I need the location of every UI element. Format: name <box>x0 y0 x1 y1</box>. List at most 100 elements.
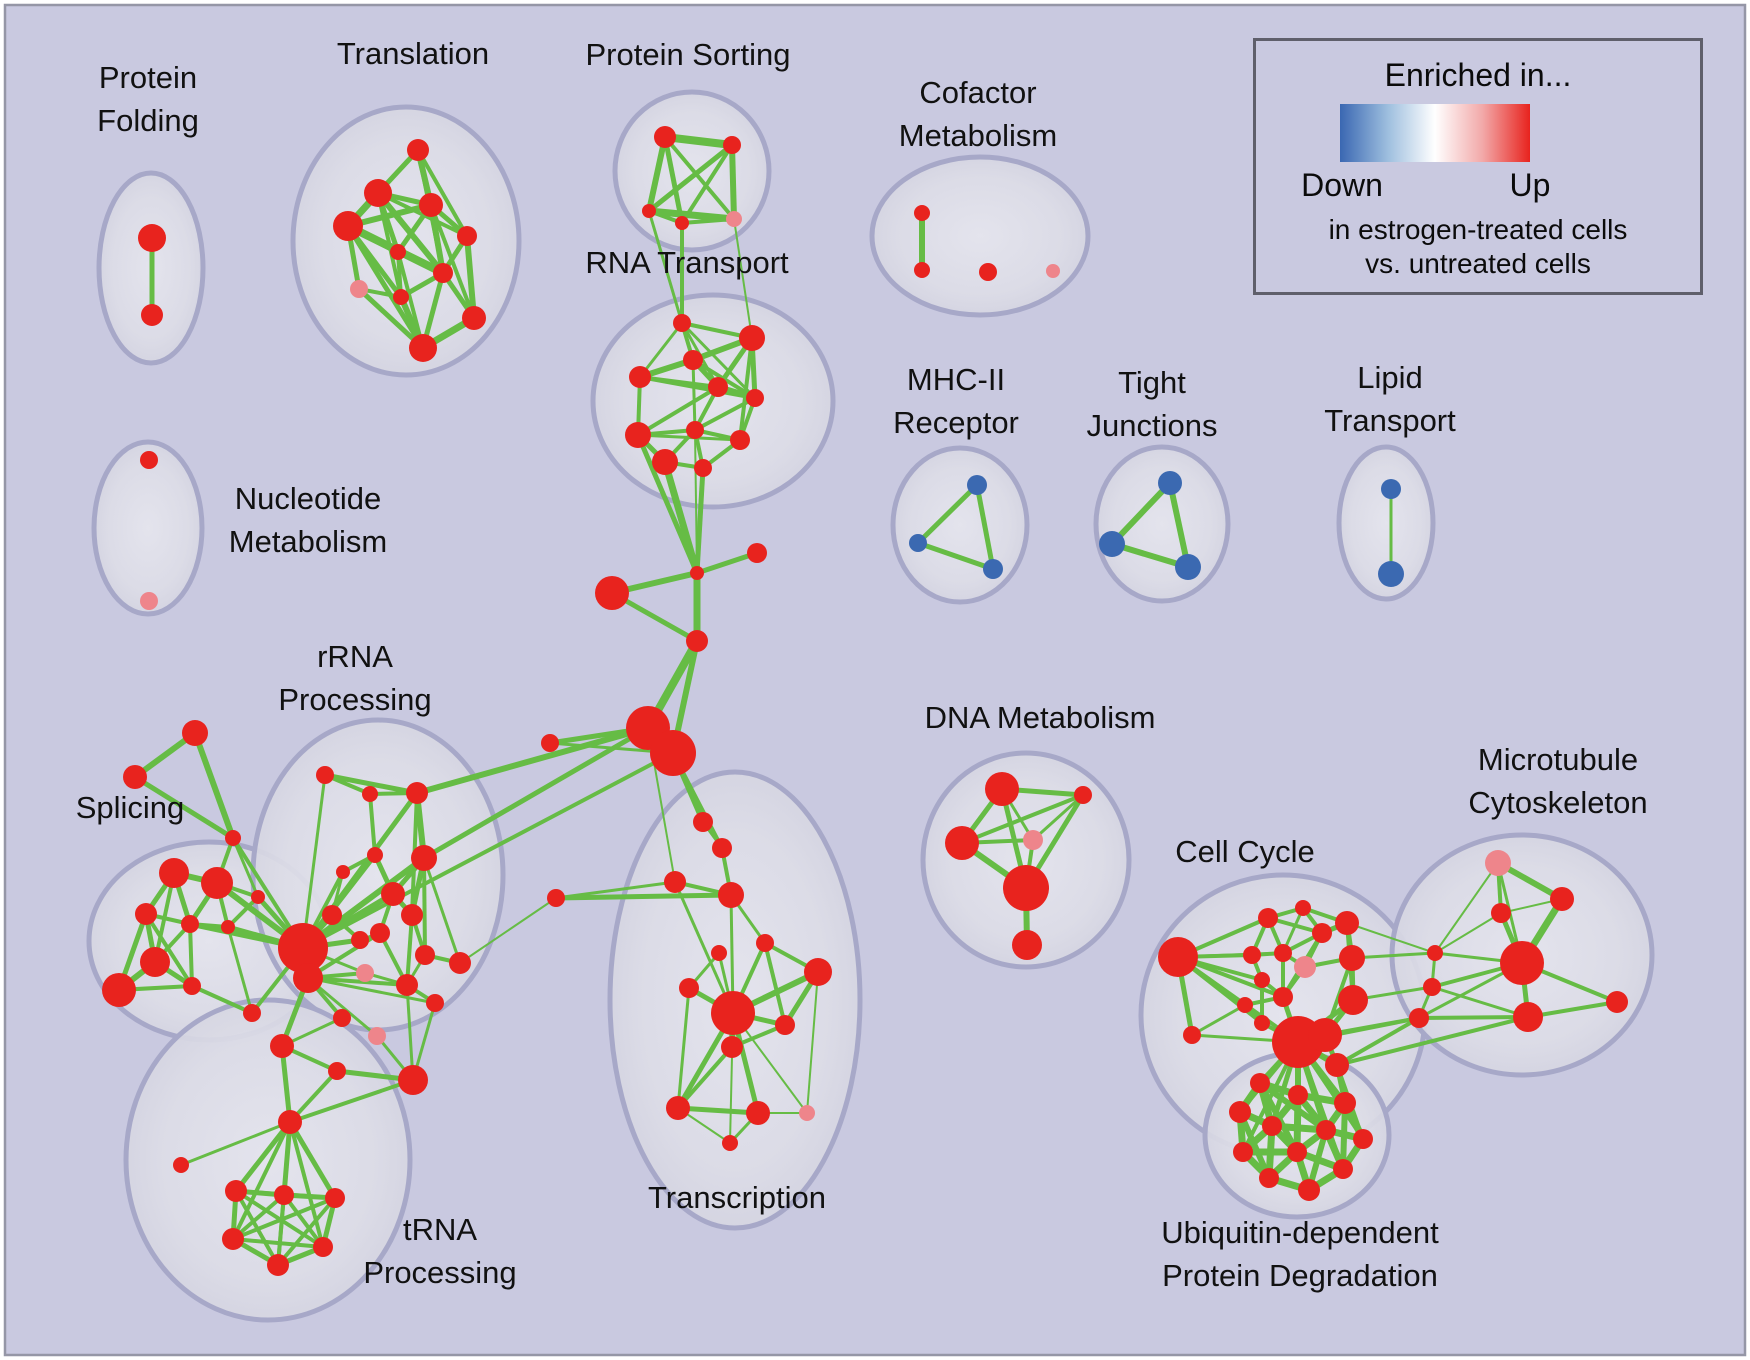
label-translation: Translation <box>337 36 489 71</box>
label-cofactor-metabolism: Cofactor <box>919 75 1036 110</box>
node-r17 <box>426 994 444 1012</box>
node-tc15 <box>722 1135 738 1151</box>
edge-h2-h6 <box>276 1194 286 1266</box>
node-cc9 <box>1294 956 1316 978</box>
cluster-nucleotide-metabolism <box>91 439 205 617</box>
label-transcription: Transcription <box>648 1180 826 1215</box>
node-t10 <box>462 306 486 330</box>
node-mh1 <box>967 475 987 495</box>
node-h6 <box>267 1254 289 1276</box>
edge-q5-q6 <box>180 1120 291 1167</box>
node-u9 <box>1287 1142 1307 1162</box>
node-s4 <box>181 915 199 933</box>
label-ubiquitin-degradation: Protein Degradation <box>1162 1258 1438 1293</box>
node-cc13 <box>1237 997 1253 1013</box>
node-cc1 <box>1158 937 1198 977</box>
edge-cw3-m5 <box>1418 1015 1529 1020</box>
node-m2 <box>1550 887 1574 911</box>
node-r12 <box>368 1027 386 1045</box>
label-cell-cycle: Cell Cycle <box>1175 834 1315 869</box>
node-x1 <box>541 734 559 752</box>
node-r11 <box>356 964 374 982</box>
nodes <box>102 126 1628 1276</box>
node-rt6 <box>746 389 764 407</box>
node-rt2 <box>739 325 765 351</box>
edge-h3-h4 <box>232 1196 336 1241</box>
edge-rt10-c1 <box>661 461 701 574</box>
label-protein-folding: Folding <box>97 103 199 138</box>
node-rt11 <box>694 459 712 477</box>
edge-s4-s8 <box>188 923 194 987</box>
label-ubiquitin-degradation: Ubiquitin-dependent <box>1161 1215 1439 1250</box>
edge-r8-r16 <box>405 914 414 986</box>
node-t1 <box>407 139 429 161</box>
label-lipid-transport: Lipid <box>1357 360 1423 395</box>
node-r18 <box>333 1009 351 1027</box>
node-c2 <box>686 630 708 652</box>
node-cc15 <box>1254 1015 1270 1031</box>
legend-box: Enriched in... Down Up in estrogen-treat… <box>1253 38 1703 295</box>
node-r4 <box>367 847 383 863</box>
edge-ps5-rt2 <box>733 218 753 339</box>
node-t5 <box>457 226 477 246</box>
edge-cc5-cw1 <box>1346 922 1436 954</box>
edge-q4-r16 <box>405 984 415 1081</box>
node-tc12 <box>666 1096 690 1120</box>
node-m1 <box>1485 850 1511 876</box>
node-g2 <box>293 963 323 993</box>
node-pf1 <box>138 224 166 252</box>
node-c4 <box>650 730 696 776</box>
edge-x2-tc3 <box>555 880 676 900</box>
edge-s8-s10 <box>191 984 253 1015</box>
edge-ps2-ps4 <box>680 143 734 225</box>
legend-up-label: Up <box>1509 167 1551 203</box>
node-s7 <box>140 947 170 977</box>
node-m4 <box>1500 941 1544 985</box>
label-splicing: Splicing <box>76 790 185 825</box>
edge-d2-d4 <box>1031 793 1085 842</box>
edge-c3-r3 <box>416 725 649 796</box>
node-sp3 <box>225 830 241 846</box>
edge-x2-tc4 <box>555 892 732 901</box>
node-d3 <box>945 826 979 860</box>
edge-r1-r3 <box>324 772 418 796</box>
node-r10 <box>351 931 369 949</box>
edge-mh1-mh3 <box>974 484 996 570</box>
node-cc11 <box>1254 972 1270 988</box>
edge-q5-h5 <box>288 1121 325 1248</box>
node-sp2 <box>123 765 147 789</box>
node-cc14 <box>1338 985 1368 1015</box>
label-mhc-ii-receptor: MHC-II <box>907 362 1005 397</box>
legend-gradient-bar <box>1340 104 1530 162</box>
node-t4 <box>333 211 363 241</box>
node-rn1 <box>747 543 767 563</box>
node-u11 <box>1259 1168 1279 1188</box>
edge-rt1-rt3 <box>638 322 684 378</box>
node-s1 <box>159 858 189 888</box>
edge-q5-h4 <box>231 1121 292 1240</box>
node-cc6 <box>1312 923 1332 943</box>
node-s3 <box>135 903 157 925</box>
node-u8 <box>1233 1142 1253 1162</box>
node-cc18 <box>1325 1053 1349 1077</box>
node-h2 <box>274 1185 294 1205</box>
edge-cw1-m3 <box>1434 912 1502 954</box>
legend-caption-line2: vs. untreated cells <box>1365 248 1591 279</box>
edge-c4-g1 <box>302 751 674 950</box>
node-r5 <box>336 865 350 879</box>
node-tj1 <box>1158 471 1182 495</box>
cluster-lipid-transport <box>1336 444 1436 602</box>
node-tc6 <box>711 945 727 961</box>
edge-r14-x2 <box>459 897 557 964</box>
edge-cc18-m5 <box>1336 1015 1529 1067</box>
label-trna-processing: Processing <box>363 1255 516 1290</box>
node-r9 <box>322 905 342 925</box>
node-tc9 <box>711 991 755 1035</box>
node-lt2 <box>1378 561 1404 587</box>
cluster-labels: Protein Folding Translation Protein Sorting… <box>76 36 1648 1293</box>
edge-ps2-ps3 <box>647 143 734 213</box>
node-tc13 <box>746 1101 770 1125</box>
edge-r6-r13 <box>422 857 427 956</box>
node-u5 <box>1262 1116 1282 1136</box>
node-d4 <box>1023 830 1043 850</box>
